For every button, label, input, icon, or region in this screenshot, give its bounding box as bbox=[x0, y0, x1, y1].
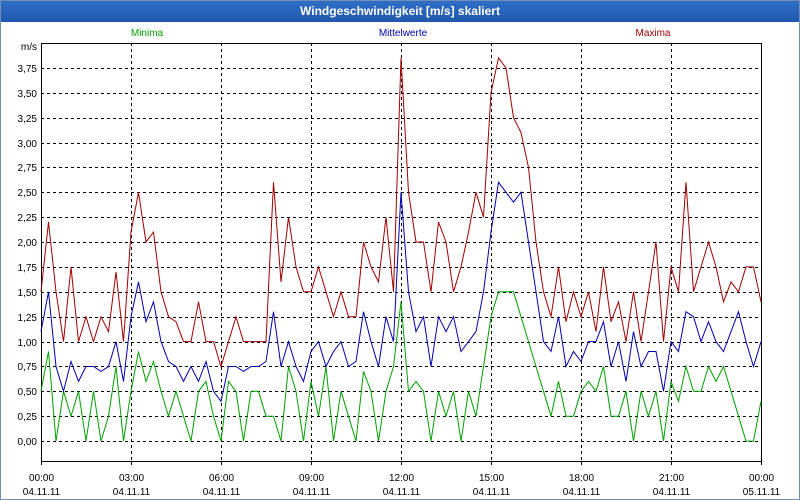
y-tick-label: 2,50 bbox=[18, 188, 38, 199]
y-tick-label: 1,00 bbox=[18, 338, 38, 349]
y-tick-label: 2,75 bbox=[18, 163, 38, 174]
legend-max: Maxima bbox=[635, 28, 670, 39]
x-tick-time: 15:00 bbox=[479, 473, 504, 484]
y-tick-label: 0,75 bbox=[18, 362, 38, 373]
y-tick-label: 0,00 bbox=[18, 437, 38, 448]
x-tick-date: 05.11.11 bbox=[743, 487, 781, 498]
x-tick-date: 04.11.11 bbox=[23, 487, 61, 498]
x-tick-time: 21:00 bbox=[659, 473, 684, 484]
y-axis-unit: m/s bbox=[21, 42, 37, 53]
plot-frame bbox=[41, 43, 762, 462]
series-line-mean bbox=[40, 181, 762, 403]
y-tick-label: 1,25 bbox=[18, 313, 38, 324]
x-tick-time: 09:00 bbox=[299, 473, 324, 484]
y-tick-label: 1,75 bbox=[18, 263, 38, 274]
chart-series bbox=[40, 56, 762, 442]
chart-frame bbox=[41, 43, 762, 465]
chart-area: 0,00 0,25 0,50 0,75 1,00 1,25 1,50 1,75 2,00 2,25… bbox=[18, 28, 781, 498]
legend-min: Minima bbox=[131, 28, 164, 39]
x-tick-time: 06:00 bbox=[209, 473, 234, 484]
chart-grid bbox=[41, 43, 761, 461]
x-tick-time: 12:00 bbox=[389, 473, 414, 484]
x-tick-date: 04.11.11 bbox=[293, 487, 331, 498]
y-tick-label: 1,50 bbox=[18, 288, 38, 299]
y-tick-label: 2,00 bbox=[18, 238, 38, 249]
x-tick-date: 04.11.11 bbox=[563, 487, 601, 498]
x-tick-date: 04.11.11 bbox=[653, 487, 691, 498]
y-tick-label: 3,00 bbox=[18, 139, 38, 150]
x-tick-date: 04.11.11 bbox=[383, 487, 421, 498]
x-tick-time: 03:00 bbox=[119, 473, 144, 484]
legend-mean: Mittelwerte bbox=[379, 28, 428, 39]
series-line-min bbox=[40, 291, 762, 442]
series-line-max bbox=[40, 56, 762, 369]
y-tick-label: 2,25 bbox=[18, 213, 38, 224]
y-tick-label: 3,50 bbox=[18, 89, 38, 100]
x-tick-date: 04.11.11 bbox=[203, 487, 241, 498]
x-tick-time: 00:00 bbox=[749, 473, 774, 484]
y-tick-label: 0,25 bbox=[18, 412, 38, 423]
chart-legend: Minima Mittelwerte Maxima bbox=[131, 28, 671, 39]
x-tick-date: 04.11.11 bbox=[113, 487, 151, 498]
x-tick-time: 18:00 bbox=[569, 473, 594, 484]
window-title: Windgeschwindigkeit [m/s] skaliert bbox=[1, 1, 799, 22]
y-axis-labels: 0,00 0,25 0,50 0,75 1,00 1,25 1,50 1,75 2,00 2,25… bbox=[18, 42, 38, 448]
y-tick-label: 3,25 bbox=[18, 114, 38, 125]
x-tick-time: 00:00 bbox=[29, 473, 54, 484]
x-tick-date: 04.11.11 bbox=[473, 487, 511, 498]
y-tick-label: 0,50 bbox=[18, 387, 38, 398]
x-axis-labels: 00:00 04.11.11 03:00 04.11.11 06:00 04.11.11 0… bbox=[23, 473, 781, 498]
y-tick-label: 3,75 bbox=[18, 64, 38, 75]
